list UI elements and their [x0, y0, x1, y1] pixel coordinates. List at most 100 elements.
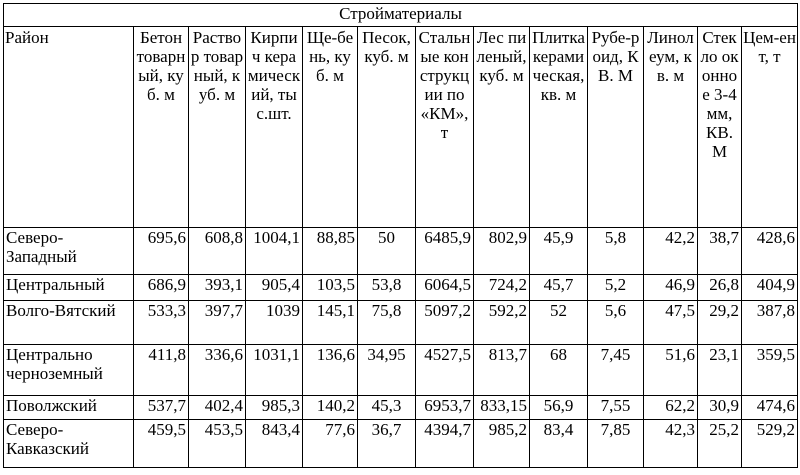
- value-cell: 387,8: [740, 300, 799, 345]
- value-cell: 75,8: [357, 300, 416, 345]
- value-cell: 411,8: [133, 344, 189, 396]
- value-cell: 529,2: [740, 419, 799, 468]
- value-cell: 47,5: [643, 300, 698, 345]
- value-cell: 56,9: [529, 395, 588, 420]
- value-cell: 5,8: [587, 227, 644, 275]
- value-cell: 397,7: [188, 300, 246, 345]
- value-cell: 68: [529, 344, 588, 396]
- value-cell: 36,7: [357, 419, 416, 468]
- header-cell: Район: [3, 26, 134, 228]
- data-row: Северо-Кавказский 459,5 453,5 843,4 77,6 36,7…: [3, 419, 799, 468]
- data-row: Центрально черноземный 411,8 336,6 1031,1 13…: [3, 344, 799, 396]
- value-cell: 1039: [245, 300, 303, 345]
- value-cell: 474,6: [740, 395, 799, 420]
- value-cell: 833,15: [473, 395, 530, 420]
- value-cell: 533,3: [133, 300, 189, 345]
- header-cell: Цем-ент, т: [740, 26, 799, 228]
- value-cell: 26,8: [697, 274, 742, 301]
- header-cell: Ще-бень, куб. м: [302, 26, 358, 228]
- value-cell: 5,2: [587, 274, 644, 301]
- value-cell: 145,1: [302, 300, 358, 345]
- region-cell: Центрально черноземный: [3, 344, 134, 396]
- value-cell: 459,5: [133, 419, 189, 468]
- value-cell: 5,6: [587, 300, 644, 345]
- value-cell: 7,55: [587, 395, 644, 420]
- value-cell: 50: [357, 227, 416, 275]
- value-cell: 336,6: [188, 344, 246, 396]
- value-cell: 1004,1: [245, 227, 303, 275]
- value-cell: 42,2: [643, 227, 698, 275]
- value-cell: 51,6: [643, 344, 698, 396]
- data-row: Северо-Западный 695,6 608,8 1004,1 88,85 50 64…: [3, 227, 799, 275]
- header-cell: Бетон товарный, куб. м: [133, 26, 189, 228]
- value-cell: 6485,9: [415, 227, 474, 275]
- header-cell: Рубе-роид, КВ. М: [587, 26, 644, 228]
- value-cell: 985,3: [245, 395, 303, 420]
- value-cell: 724,2: [473, 274, 530, 301]
- value-cell: 7,85: [587, 419, 644, 468]
- value-cell: 30,9: [697, 395, 742, 420]
- value-cell: 103,5: [302, 274, 358, 301]
- header-cell: Линолеум, кв. м: [643, 26, 698, 228]
- value-cell: 77,6: [302, 419, 358, 468]
- value-cell: 1031,1: [245, 344, 303, 396]
- header-cell: Раствор товарный, куб. м: [188, 26, 246, 228]
- value-cell: 592,2: [473, 300, 530, 345]
- value-cell: 45,7: [529, 274, 588, 301]
- header-cell: Лес пиленый, куб. м: [473, 26, 530, 228]
- header-cell: Кирпич керамический, тыс.шт.: [245, 26, 303, 228]
- header-row: Район Бетон товарный, куб. м Раствор товар…: [3, 26, 799, 228]
- value-cell: 985,2: [473, 419, 530, 468]
- value-cell: 136,6: [302, 344, 358, 396]
- header-cell: Стальные конструкции по «КМ», т: [415, 26, 474, 228]
- value-cell: 140,2: [302, 395, 358, 420]
- value-cell: 7,45: [587, 344, 644, 396]
- region-cell: Поволжский: [3, 395, 134, 420]
- data-row: Центральный 686,9 393,1 905,4 103,5 53,8 6064,…: [3, 274, 799, 301]
- data-row: Поволжский 537,7 402,4 985,3 140,2 45,3 6953,7…: [3, 395, 799, 420]
- value-cell: 813,7: [473, 344, 530, 396]
- value-cell: 83,4: [529, 419, 588, 468]
- value-cell: 4394,7: [415, 419, 474, 468]
- region-cell: Центральный: [3, 274, 134, 301]
- header-cell: Стекло оконное 3-4 мм, КВ. М: [697, 26, 742, 228]
- value-cell: 404,9: [740, 274, 799, 301]
- value-cell: 46,9: [643, 274, 698, 301]
- value-cell: 62,2: [643, 395, 698, 420]
- value-cell: 843,4: [245, 419, 303, 468]
- value-cell: 6064,5: [415, 274, 474, 301]
- region-cell: Волго-Вятский: [3, 300, 134, 345]
- value-cell: 38,7: [697, 227, 742, 275]
- value-cell: 52: [529, 300, 588, 345]
- header-cell: Песок, куб. м: [357, 26, 416, 228]
- value-cell: 402,4: [188, 395, 246, 420]
- value-cell: 45,3: [357, 395, 416, 420]
- value-cell: 802,9: [473, 227, 530, 275]
- region-cell: Северо-Кавказский: [3, 419, 134, 468]
- value-cell: 53,8: [357, 274, 416, 301]
- value-cell: 45,9: [529, 227, 588, 275]
- value-cell: 608,8: [188, 227, 246, 275]
- region-cell: Северо-Западный: [3, 227, 134, 275]
- value-cell: 695,6: [133, 227, 189, 275]
- value-cell: 23,1: [697, 344, 742, 396]
- value-cell: 88,85: [302, 227, 358, 275]
- data-row: Волго-Вятский 533,3 397,7 1039 145,1 75,8 5097…: [3, 300, 799, 345]
- value-cell: 359,5: [740, 344, 799, 396]
- value-cell: 905,4: [245, 274, 303, 301]
- table-title: Стройматериалы: [2, 3, 799, 27]
- value-cell: 25,2: [697, 419, 742, 468]
- value-cell: 4527,5: [415, 344, 474, 396]
- value-cell: 29,2: [697, 300, 742, 345]
- header-cell: Плитка керамическая, кв. м: [529, 26, 588, 228]
- value-cell: 393,1: [188, 274, 246, 301]
- value-cell: 453,5: [188, 419, 246, 468]
- value-cell: 428,6: [740, 227, 799, 275]
- value-cell: 6953,7: [415, 395, 474, 420]
- value-cell: 5097,2: [415, 300, 474, 345]
- value-cell: 34,95: [357, 344, 416, 396]
- materials-table: Стройматериалы Район Бетон товарный, куб.…: [2, 3, 799, 468]
- value-cell: 686,9: [133, 274, 189, 301]
- value-cell: 42,3: [643, 419, 698, 468]
